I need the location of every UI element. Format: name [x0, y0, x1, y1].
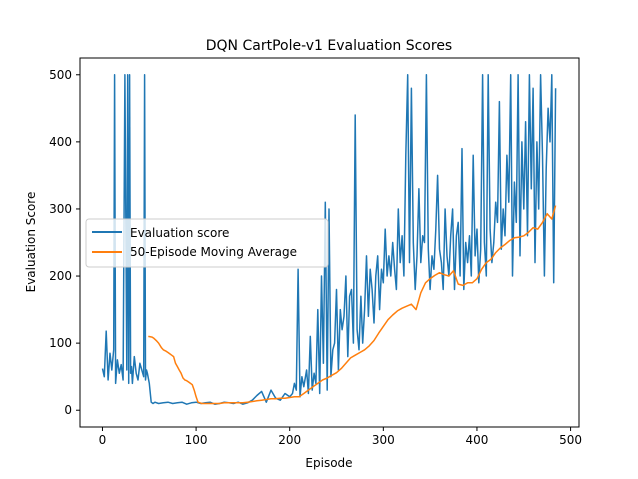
legend-box	[85, 218, 329, 268]
y-axis-label: Evaluation Score	[24, 192, 38, 293]
x-tick-label: 200	[278, 433, 301, 447]
y-axis: 0 100 200 300 400 500	[49, 68, 80, 417]
axes-frame	[79, 57, 580, 428]
legend-label-evaluation-score: Evaluation score	[130, 226, 229, 240]
x-tick-label: 300	[372, 433, 395, 447]
evaluation-score-line	[101, 74, 557, 405]
chart-title: DQN CartPole-v1 Evaluation Scores	[206, 38, 452, 54]
y-tick-label: 200	[49, 269, 72, 283]
x-tick-label: 400	[465, 433, 488, 447]
y-tick-label: 300	[49, 202, 72, 216]
x-axis: 0 100 200 300 400 500	[99, 427, 582, 447]
x-tick-label: 0	[99, 433, 107, 447]
x-axis-label: Episode	[305, 456, 352, 470]
x-tick-label: 500	[559, 433, 582, 447]
legend: Evaluation score 50-Episode Moving Avera…	[85, 218, 329, 268]
y-tick-label: 0	[64, 403, 72, 417]
y-tick-label: 100	[49, 336, 72, 350]
y-tick-label: 400	[49, 135, 72, 149]
y-tick-label: 500	[49, 68, 72, 82]
plot-area	[101, 74, 557, 405]
moving-average-line	[148, 205, 557, 405]
x-tick-label: 100	[185, 433, 208, 447]
legend-label-moving-average: 50-Episode Moving Average	[130, 245, 297, 259]
